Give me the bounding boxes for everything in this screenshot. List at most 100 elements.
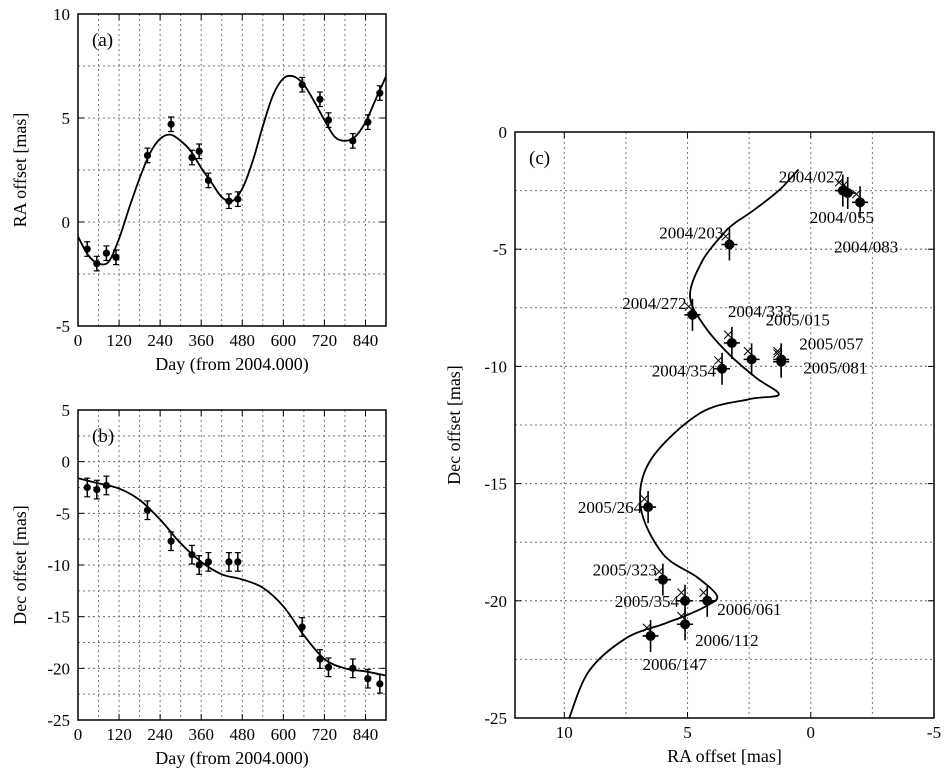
x-tick-label: -5 <box>927 723 941 742</box>
data-point <box>349 664 357 672</box>
model-cross <box>677 588 686 597</box>
x-tick-label: 120 <box>106 331 132 350</box>
x-tick-label: 5 <box>683 723 692 742</box>
plot-area <box>78 74 386 272</box>
y-tick-label: 0 <box>499 123 508 142</box>
y-tick-label: 5 <box>62 401 71 420</box>
data-point <box>842 187 853 198</box>
epoch-label: 2004/203 <box>659 224 723 243</box>
y-axis-label: Dec offset [mas] <box>10 505 30 625</box>
data-point <box>376 89 384 97</box>
data-point <box>324 663 333 671</box>
data-point <box>316 95 324 103</box>
model-cross <box>743 346 753 356</box>
plot-frame <box>514 131 935 719</box>
data-point <box>298 81 306 89</box>
data-point <box>702 595 713 606</box>
model-cross <box>684 302 694 311</box>
x-tick-label: 0 <box>807 723 816 742</box>
data-point <box>195 147 203 155</box>
x-tick-label: 240 <box>147 725 173 744</box>
epoch-label: 2004/333 <box>728 302 792 321</box>
y-tick-label: -5 <box>493 240 507 259</box>
data-point <box>83 245 91 253</box>
x-tick-label: 360 <box>188 331 214 350</box>
epoch-label: 2006/112 <box>695 631 759 650</box>
data-point <box>364 118 372 126</box>
data-point <box>643 502 654 513</box>
data-point <box>93 485 101 494</box>
x-tick-label: 840 <box>353 725 379 744</box>
x-tick-label: 360 <box>188 725 214 744</box>
data-point <box>234 558 242 566</box>
epoch-label: 2005/354 <box>615 592 680 611</box>
data-point <box>204 558 212 566</box>
data-point <box>143 506 152 514</box>
y-axis-label: RA offset [mas] <box>10 113 30 228</box>
model-cross <box>773 349 782 358</box>
data-point <box>112 253 120 261</box>
model-cross <box>773 346 782 356</box>
x-tick-label: 600 <box>271 725 297 744</box>
data-point <box>204 176 212 184</box>
x-axis-label: Day (from 2004.000) <box>155 354 308 375</box>
y-tick-label: -15 <box>47 608 70 627</box>
data-point <box>102 249 111 257</box>
y-tick-label: 10 <box>53 5 70 24</box>
x-tick-label: 240 <box>147 331 173 350</box>
model-cross <box>677 611 686 621</box>
model-cross <box>723 330 733 340</box>
data-point <box>364 675 372 683</box>
y-tick-label: -10 <box>484 357 507 376</box>
x-axis-label: Day (from 2004.000) <box>155 748 308 769</box>
x-tick-label: 0 <box>74 331 83 350</box>
data-point <box>855 197 866 208</box>
data-point <box>645 630 656 641</box>
model-cross <box>699 588 708 597</box>
data-point <box>316 655 324 663</box>
epoch-label: 2005/264 <box>578 498 643 517</box>
epoch-label: 2006/147 <box>643 655 708 674</box>
data-point <box>724 239 735 250</box>
data-point <box>83 483 91 492</box>
data-point <box>680 619 691 630</box>
y-tick-label: -25 <box>484 709 507 728</box>
x-tick-label: 480 <box>230 331 256 350</box>
x-tick-label: 0 <box>74 725 83 744</box>
plot-frame <box>77 13 387 327</box>
epoch-label: 2006/061 <box>717 600 781 619</box>
model-cross <box>642 623 652 633</box>
data-point <box>717 363 728 374</box>
data-point <box>167 537 175 545</box>
data-point <box>657 574 668 585</box>
model-cross <box>654 567 664 576</box>
epoch-label: 2004/354 <box>652 362 717 381</box>
y-tick-label: 0 <box>62 213 71 232</box>
data-point <box>687 309 698 320</box>
x-tick-label: 720 <box>312 331 338 350</box>
data-point <box>195 561 203 569</box>
data-point <box>102 481 111 490</box>
data-point <box>680 595 691 606</box>
data-point <box>188 153 196 162</box>
y-tick-label: -20 <box>484 592 507 611</box>
data-point <box>225 197 233 205</box>
y-tick-label: -25 <box>47 711 70 730</box>
data-point <box>746 354 757 365</box>
x-axis-label: RA offset [mas] <box>667 746 782 766</box>
plot-area <box>568 168 869 718</box>
model-curve <box>78 477 386 677</box>
y-tick-label: -10 <box>47 556 70 575</box>
model-cross <box>852 189 861 199</box>
epoch-label: 2004/055 <box>810 208 874 227</box>
panel-1 <box>77 409 387 721</box>
y-tick-label: -5 <box>56 317 70 336</box>
x-tick-label: 10 <box>556 723 573 742</box>
data-point <box>349 137 357 145</box>
epoch-label: 2005/057 <box>799 335 864 354</box>
x-tick-label: 480 <box>230 725 256 744</box>
model-cross <box>721 231 731 241</box>
epoch-label: 2005/081 <box>803 358 867 377</box>
data-point <box>776 354 787 365</box>
